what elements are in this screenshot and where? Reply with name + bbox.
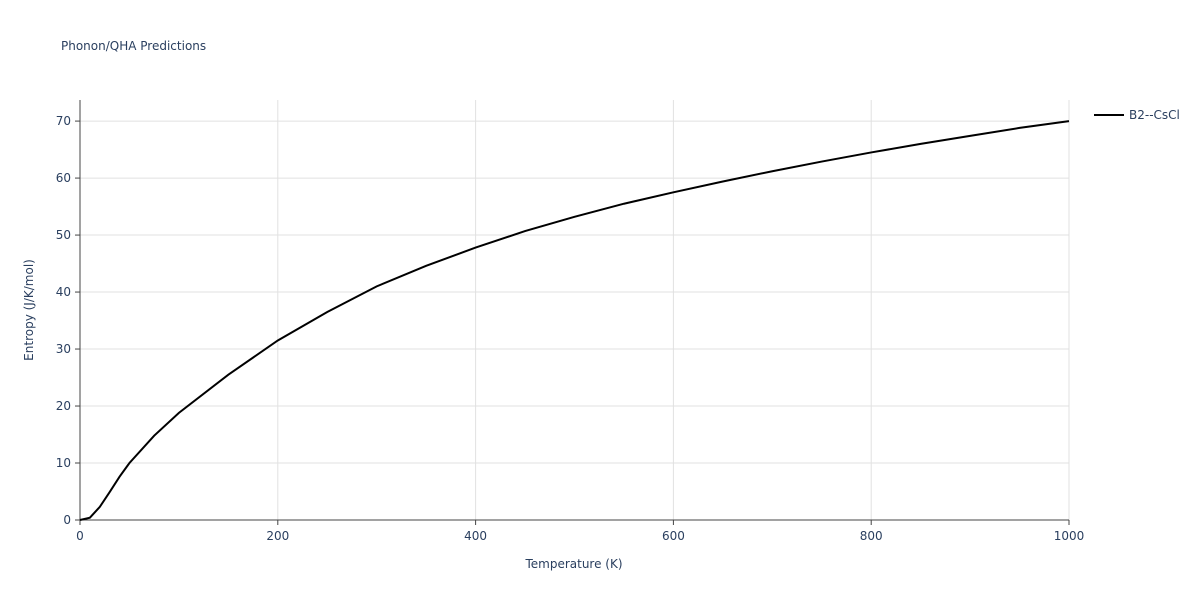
x-tick-label: 600: [662, 529, 685, 543]
x-axis-title: Temperature (K): [524, 557, 622, 571]
y-axis-title: Entropy (J/K/mol): [22, 259, 36, 361]
legend-label: B2--CsCl: [1129, 108, 1180, 122]
y-tick-label: 20: [56, 399, 71, 413]
x-tick-label: 200: [266, 529, 289, 543]
y-tick-label: 70: [56, 114, 71, 128]
x-tick-label: 1000: [1054, 529, 1085, 543]
x-tick-label: 0: [76, 529, 84, 543]
x-tick-label: 400: [464, 529, 487, 543]
x-tick-label: 800: [860, 529, 883, 543]
data-line: [79, 120, 1070, 521]
y-tick-label: 60: [56, 171, 71, 185]
y-tick-label: 50: [56, 228, 71, 242]
y-tick-label: 0: [63, 513, 71, 527]
chart-title: Phonon/QHA Predictions: [61, 39, 206, 53]
y-tick-label: 40: [56, 285, 71, 299]
y-tick-label: 30: [56, 342, 71, 356]
y-tick-label: 10: [56, 456, 71, 470]
